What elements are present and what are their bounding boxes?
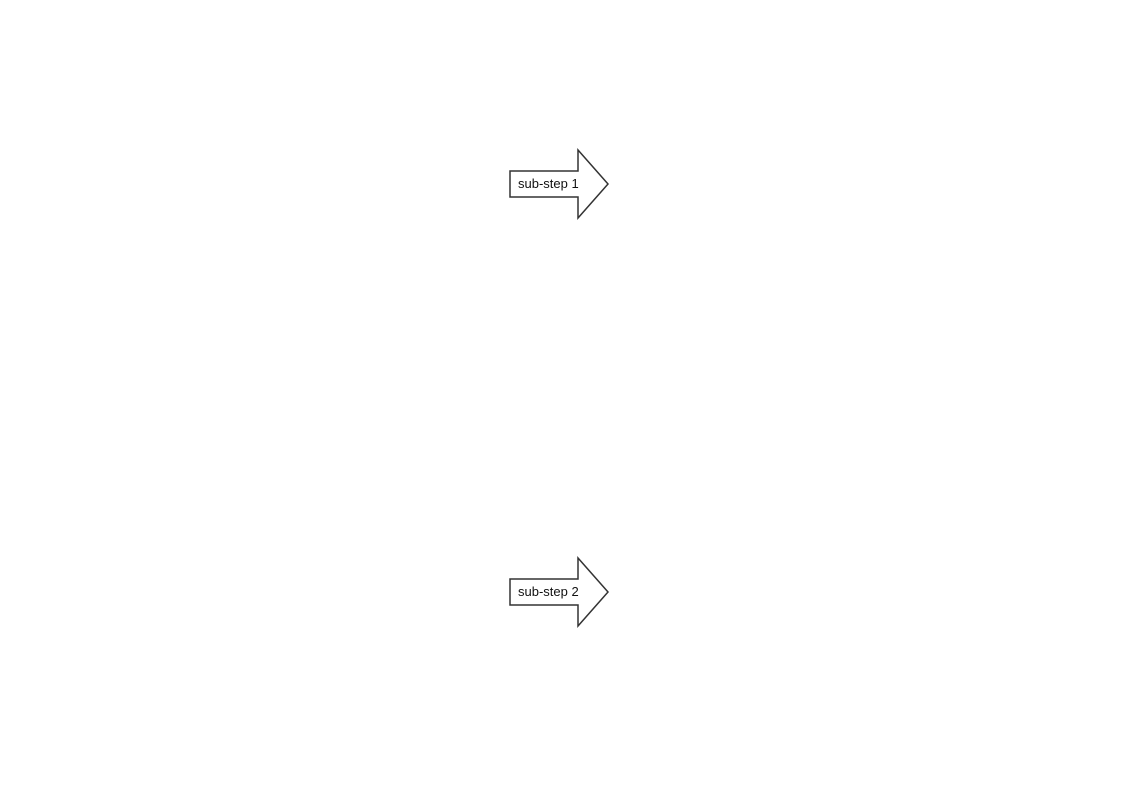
arrow-shape-icon [509,556,610,628]
chart-c-svg [0,405,515,798]
chart-a-svg [0,0,515,395]
chart-a [0,0,515,395]
sub-step-1-arrow: sub-step 1 [508,148,610,220]
arrow-shape-icon [509,148,610,220]
chart-c [0,405,515,798]
chart-b-svg [605,0,1130,395]
chart-d [605,405,1130,798]
chart-d-svg [605,405,1130,798]
sub-step-2-arrow: sub-step 2 [508,556,610,628]
sub-step-2-label: sub-step 2 [518,584,579,599]
sub-step-1-label: sub-step 1 [518,176,579,191]
chart-b [605,0,1130,395]
